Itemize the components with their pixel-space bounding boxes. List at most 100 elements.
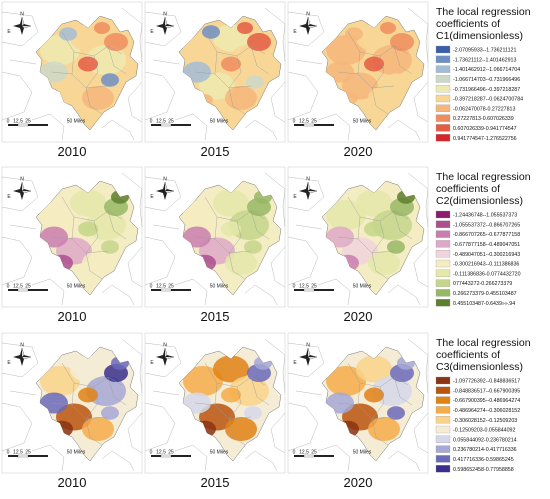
map-panel-c2-2010: NE0 12.5 25 50 Miles xyxy=(1,166,143,308)
scale-bar: 0 12.5 25 50 Miles xyxy=(7,450,86,458)
scale-label: 25 xyxy=(25,284,31,290)
compass-north-label: N xyxy=(20,12,24,18)
legend-item-label: 0.236780214-0.417716336 xyxy=(453,447,517,453)
legend-title-line: coefficients of xyxy=(436,349,500,361)
coefficient-patch xyxy=(101,73,119,87)
map-panel-c1-2015: NE0 12.5 25 50 Miles xyxy=(144,1,286,143)
scale-label: 25 xyxy=(311,119,317,125)
legend-swatch xyxy=(435,114,451,122)
legend-item-label: -0.300216943--0.111386836 xyxy=(453,262,519,268)
scale-label: 25 xyxy=(25,119,31,125)
compass-east-label: E xyxy=(293,29,297,35)
coefficient-patch xyxy=(326,35,366,65)
scale-label: 12.5 xyxy=(299,119,309,125)
coefficient-patch xyxy=(225,86,257,110)
coefficient-patch xyxy=(101,406,119,420)
coefficient-patch xyxy=(390,33,414,51)
scale-label: 0 xyxy=(293,119,296,125)
scale-label: 12.5 xyxy=(156,284,166,290)
scale-label: 0 xyxy=(7,119,10,125)
legend-item-label: -0.397218287--0.0624700784 xyxy=(453,97,523,103)
coefficient-patch xyxy=(221,387,241,403)
scale-bar: 0 12.5 25 50 Miles xyxy=(293,450,372,458)
scale-label: 0 xyxy=(150,450,153,456)
legend-swatch xyxy=(435,445,451,453)
compass-north-label: N xyxy=(163,343,167,349)
legend-title-line: C2(dimensionless) xyxy=(436,195,523,207)
scale-label: 0 xyxy=(7,450,10,456)
scale-label: 50 Miles xyxy=(210,450,229,456)
coefficient-patch xyxy=(183,200,223,230)
legend-item-label: -0.677877158--0.489047051 xyxy=(453,242,520,248)
legend-swatch xyxy=(435,376,451,385)
legend-item-label: -1.055537372--0.866707265 xyxy=(453,222,520,228)
legend-title-line: The local regression xyxy=(436,337,531,349)
coefficient-patch xyxy=(183,366,223,396)
legend-swatch xyxy=(435,435,451,443)
legend-swatch xyxy=(435,406,451,414)
scale-label: 50 Miles xyxy=(353,450,372,456)
scale-label: 12.5 xyxy=(156,119,166,125)
scale-label: 12.5 xyxy=(299,284,309,290)
coefficient-patch xyxy=(199,72,235,100)
legend-swatch xyxy=(435,104,451,112)
legend-item-label: -0.486964274--0.306028152 xyxy=(453,408,520,414)
coefficient-patch xyxy=(368,86,400,110)
legend-swatch xyxy=(435,465,451,473)
legend-swatch xyxy=(435,210,451,219)
map-panel-c1-2010: NE0 12.5 25 50 Miles xyxy=(1,1,143,143)
compass-east-label: E xyxy=(293,360,297,366)
legend-item-label: -0.12509203-0.055844092 xyxy=(453,428,515,434)
legend-item-label: -2.07095933--1.736211121 xyxy=(453,48,516,54)
legend-title-line: C1(dimensionless) xyxy=(436,30,523,42)
scale-label: 25 xyxy=(311,450,317,456)
legend-item-label: 0.27227813-0.607026339 xyxy=(453,116,514,122)
legend-item-label: 0.266273379-0.455103487 xyxy=(453,291,517,297)
compass-east-label: E xyxy=(293,194,297,200)
scale-label: 50 Miles xyxy=(210,119,229,125)
legend-swatch xyxy=(435,416,451,424)
compass-north-label: N xyxy=(306,343,310,349)
legend-swatch xyxy=(435,240,451,248)
map-panel-c1-2020: NE0 12.5 25 50 Miles xyxy=(287,1,429,143)
scale-label: 25 xyxy=(168,284,174,290)
legend-title-line: C3(dimensionless) xyxy=(436,361,523,373)
legend-swatch xyxy=(435,425,451,434)
legend-swatch xyxy=(435,85,451,93)
legend-item-label: -0.306028152--0.12509203 xyxy=(453,418,517,424)
map-panel-c3-2010: NE0 12.5 25 50 Miles xyxy=(1,332,143,474)
legend-swatch xyxy=(435,279,451,287)
coefficient-patch xyxy=(368,417,400,441)
map-panel-c3-2015: NE0 12.5 25 50 Miles xyxy=(144,332,286,474)
compass-east-label: E xyxy=(7,360,11,366)
compass-east-label: E xyxy=(150,29,154,35)
scale-bar: 0 12.5 25 50 Miles xyxy=(293,284,372,292)
scale-bar: 0 12.5 25 50 Miles xyxy=(150,284,229,292)
scale-label: 12.5 xyxy=(13,119,23,125)
compass-icon: NE xyxy=(150,177,175,200)
scale-label: 25 xyxy=(25,450,31,456)
legend-item-label: -1.066714703--0.731966496 xyxy=(453,77,520,83)
legend-item-label: 0.941774547-1.276522756 xyxy=(453,136,517,142)
legend-swatch xyxy=(435,220,451,228)
coefficient-patch xyxy=(78,56,98,72)
coefficient-patch xyxy=(387,240,405,254)
coefficient-patch xyxy=(213,355,249,383)
legend-item-label: -1.24436748--1.055537373 xyxy=(453,213,517,219)
legend-swatch xyxy=(435,230,451,238)
coefficient-patch xyxy=(368,251,400,275)
coefficient-patch xyxy=(183,35,223,65)
compass-icon: NE xyxy=(293,177,318,200)
legend-swatch xyxy=(435,45,451,54)
legend-swatch xyxy=(435,250,451,258)
legend-swatch xyxy=(435,455,451,463)
scale-label: 25 xyxy=(168,119,174,125)
legend-title-line: coefficients of xyxy=(436,183,500,195)
scale-label: 12.5 xyxy=(156,450,166,456)
coefficient-patch xyxy=(70,355,106,383)
scale-bar: 0 12.5 25 50 Miles xyxy=(293,119,372,127)
year-label: 2010 xyxy=(58,144,87,159)
